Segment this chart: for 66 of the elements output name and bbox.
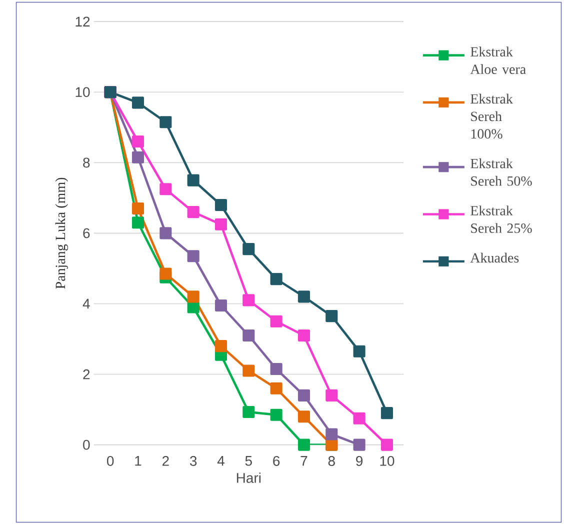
- point: [132, 96, 144, 109]
- point: [242, 364, 255, 377]
- point: [242, 329, 255, 342]
- point: [298, 290, 310, 303]
- x-tick-label: 2: [162, 456, 169, 466]
- point: [132, 151, 144, 164]
- point: [353, 412, 366, 424]
- point: [214, 340, 228, 352]
- x-tick-label: 9: [356, 456, 363, 466]
- point: [298, 389, 310, 402]
- point: [326, 428, 338, 440]
- point: [160, 183, 172, 196]
- point: [270, 382, 282, 394]
- point: [187, 301, 200, 314]
- x-axis-title: Hari: [236, 472, 261, 483]
- point: [214, 218, 228, 230]
- x-tick-label: 7: [300, 456, 308, 466]
- legend-label: Ekstrak Sereh 50%: [470, 158, 532, 186]
- x-tick-label: 5: [245, 456, 252, 466]
- point: [187, 250, 200, 262]
- point: [298, 438, 310, 451]
- y-tick-label: 0: [83, 440, 90, 450]
- legend-label: Ekstrak Sereh 100%: [470, 94, 513, 139]
- y-tick-label: 2: [83, 369, 90, 380]
- legend-label: Akuades: [470, 252, 519, 263]
- point: [132, 216, 144, 229]
- point: [242, 243, 255, 256]
- point: [214, 198, 228, 211]
- y-axis-title: Panjang Luka (mm): [55, 178, 68, 289]
- point: [160, 268, 172, 280]
- x-tick-label: 0: [106, 456, 114, 466]
- point: [187, 174, 200, 186]
- point: [298, 410, 310, 423]
- y-tick-label: 12: [76, 16, 90, 26]
- point: [270, 315, 282, 328]
- x-tick-label: 3: [190, 456, 197, 466]
- y-tick-label: 4: [82, 298, 90, 309]
- x-tick-label: 4: [217, 456, 224, 466]
- y-tick-label: 6: [83, 228, 90, 238]
- point: [132, 202, 144, 215]
- x-tick-label: 10: [380, 456, 394, 466]
- point: [214, 299, 228, 312]
- point: [242, 406, 255, 418]
- point: [380, 438, 393, 451]
- legend-label: Ekstrak Aloe vera: [470, 46, 526, 74]
- point: [270, 408, 282, 421]
- point: [187, 206, 200, 218]
- point: [187, 290, 200, 303]
- y-tick-label: 10: [76, 87, 90, 98]
- point: [270, 362, 282, 376]
- point: [326, 389, 338, 402]
- point: [353, 345, 366, 358]
- point: [380, 407, 393, 420]
- point: [132, 135, 144, 148]
- point: [242, 294, 255, 306]
- x-tick-label: 1: [135, 456, 142, 466]
- legend-label: Ekstrak Sereh 25%: [470, 206, 532, 233]
- point: [298, 329, 310, 342]
- point: [160, 116, 172, 128]
- x-tick-label: 8: [328, 456, 335, 466]
- y-tick-label: 8: [83, 158, 90, 168]
- point: [160, 227, 172, 240]
- point: [353, 438, 366, 451]
- x-tick-label: 6: [273, 456, 280, 466]
- point: [326, 310, 338, 322]
- point: [270, 273, 282, 286]
